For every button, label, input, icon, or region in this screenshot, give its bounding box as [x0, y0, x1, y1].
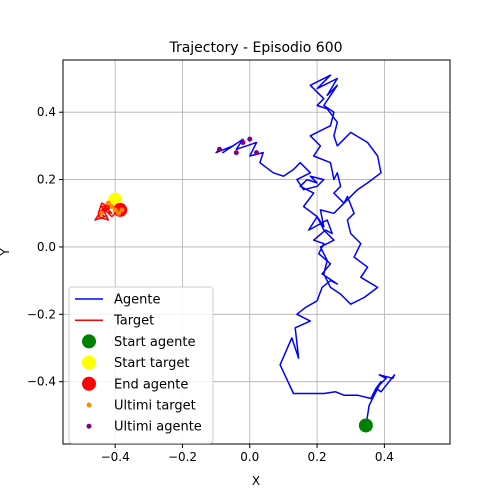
y-tick-label: 0.2 — [37, 173, 56, 187]
series-start-agente-point — [358, 418, 373, 433]
legend-swatch-start-agente — [82, 334, 96, 349]
series-ultimi-target-point — [105, 200, 111, 206]
legend-label-ultimi-target: Ultimi target — [114, 399, 196, 414]
x-axis-ticks: −0.4 −0.2 0.0 0.2 0.4 — [101, 444, 394, 464]
series-ultimi-agente-point — [240, 140, 246, 146]
x-tick-label: −0.2 — [168, 450, 197, 464]
legend-box — [68, 286, 214, 444]
legend-label-start-agente: Start agente — [114, 335, 195, 350]
series-ultimi-target-point — [119, 207, 125, 213]
series-ultimi-target-point — [99, 210, 105, 216]
legend-swatch-ultimi-target — [86, 402, 92, 408]
legend-swatch-ultimi-agente — [86, 423, 92, 429]
y-axis-label: Y — [0, 248, 12, 257]
series-ultimi-agente-point — [247, 136, 253, 142]
x-tick-label: 0.0 — [240, 450, 259, 464]
legend-swatch-end-agente — [82, 376, 96, 391]
chart-title: Trajectory - Episodio 600 — [168, 40, 342, 56]
x-tick-label: 0.2 — [308, 450, 327, 464]
series-ultimi-agente-point — [233, 150, 239, 156]
x-tick-label: −0.4 — [101, 450, 130, 464]
series-ultimi-target-point — [112, 207, 118, 213]
legend-label-start-target: Start target — [114, 356, 189, 371]
grid — [63, 60, 450, 444]
legend-swatch-start-target — [82, 355, 96, 370]
x-axis-label: X — [252, 474, 260, 488]
series-ultimi-agente-point — [216, 146, 222, 152]
y-tick-label: −0.2 — [27, 307, 56, 321]
legend-label-target: Target — [113, 314, 154, 329]
y-axis-ticks: −0.4 −0.2 0.0 0.2 0.4 — [27, 105, 63, 389]
series-ultimi-agente-point — [254, 150, 259, 156]
axes-frame — [62, 59, 451, 445]
x-tick-label: 0.4 — [375, 450, 394, 464]
legend-label-agente: Agente — [114, 293, 160, 308]
legend: Agente Target Start agente Start target End … — [68, 286, 214, 444]
y-tick-label: 0.0 — [37, 240, 56, 254]
y-tick-label: −0.4 — [27, 375, 56, 389]
legend-label-ultimi-agente: Ultimi agente — [114, 420, 202, 435]
legend-label-end-agente: End agente — [114, 377, 188, 392]
series-ultimi-target-point — [109, 204, 115, 210]
series-agente-line — [215, 74, 396, 426]
y-tick-label: 0.4 — [37, 105, 56, 119]
series-ultimi-target-point — [116, 210, 122, 216]
plot-area — [94, 74, 396, 433]
